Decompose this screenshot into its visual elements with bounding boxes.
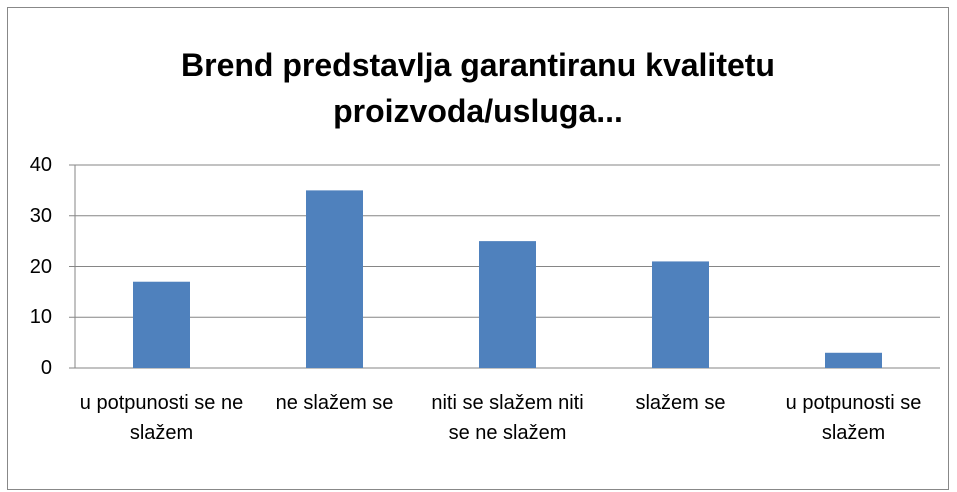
x-tick-label: u potpunosti se slažem (785, 392, 922, 444)
y-tick-label: 40 (29, 154, 52, 176)
x-tick-label: u potpunosti se ne slažem (79, 392, 244, 444)
chart-title: Brend predstavlja garantiranu kvalitetu … (181, 47, 775, 129)
x-tick-label: ne slažem se (275, 392, 394, 414)
x-tick-label: niti se slažem niti se ne slažem (431, 392, 584, 444)
y-tick-label: 30 (29, 204, 52, 227)
bar (825, 352, 882, 368)
x-tick-label: slažem se (635, 392, 726, 414)
bar (306, 190, 363, 368)
bar (479, 241, 536, 368)
bar (133, 281, 190, 368)
y-tick-label: 0 (40, 357, 52, 379)
y-tick-label: 20 (29, 255, 52, 278)
bar (652, 261, 709, 368)
chart-border (7, 7, 949, 490)
y-tick-label: 10 (29, 306, 52, 329)
